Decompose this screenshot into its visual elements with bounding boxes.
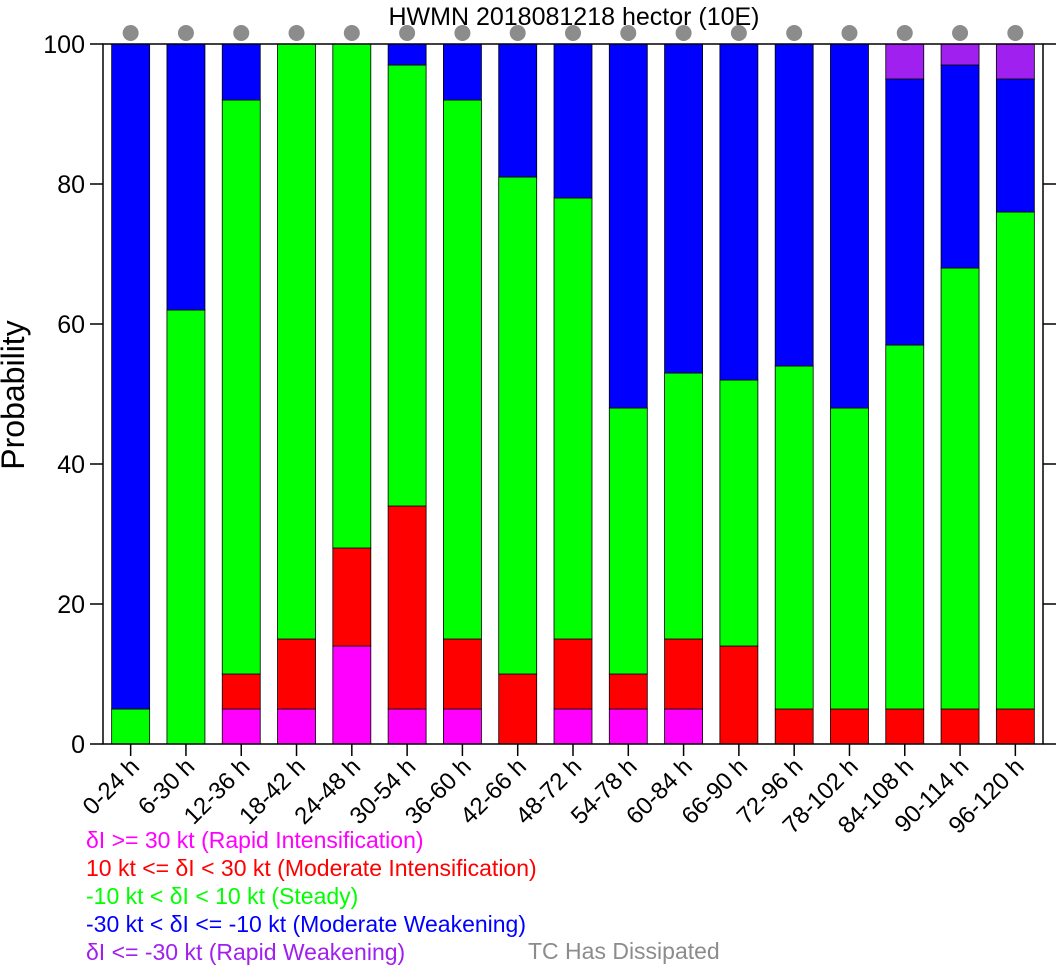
- bar-rapid-intensification-30-54-h: [387, 708, 427, 745]
- dissipated-label: TC Has Dissipated: [528, 938, 720, 964]
- bar-moderate-intensification-30-54-h: [387, 505, 427, 710]
- status-marker-0-24-h: [122, 25, 139, 41]
- legend-entry-rapid-intensification: δI >= 30 kt (Rapid Intensification): [86, 827, 424, 853]
- bar-moderate-intensification-12-36-h: [221, 673, 261, 710]
- bar-moderate-intensification-60-84-h: [664, 638, 703, 710]
- bar-moderate-intensification-54-78-h: [608, 673, 648, 710]
- status-marker-72-96-h: [786, 25, 803, 41]
- bar-steady-84-108-h: [885, 344, 925, 710]
- status-marker-36-60-h: [454, 25, 471, 41]
- bar-moderate-weakening-12-36-h: [221, 43, 261, 101]
- bar-moderate-weakening-72-96-h: [774, 43, 814, 367]
- status-marker-84-108-h: [896, 25, 913, 41]
- bar-steady-42-66-h: [498, 176, 538, 675]
- bar-rapid-intensification-12-36-h: [221, 708, 261, 745]
- bar-moderate-intensification-24-48-h: [332, 547, 372, 647]
- bar-rapid-intensification-18-42-h: [277, 708, 316, 745]
- bar-steady-54-78-h: [608, 407, 648, 675]
- bar-steady-90-114-h: [940, 267, 980, 710]
- bar-rapid-intensification-24-48-h: [332, 645, 372, 745]
- bar-steady-60-84-h: [664, 372, 703, 640]
- status-marker-12-36-h: [233, 25, 250, 41]
- y-axis-label: Probability: [0, 320, 31, 469]
- bar-moderate-intensification-66-90-h: [719, 645, 759, 745]
- status-marker-60-84-h: [675, 25, 692, 41]
- status-marker-96-120-h: [1007, 25, 1024, 41]
- bar-steady-36-60-h: [443, 99, 482, 640]
- bar-moderate-weakening-60-84-h: [664, 43, 703, 374]
- bar-steady-96-120-h: [995, 211, 1035, 710]
- bar-steady-6-30-h: [166, 309, 206, 745]
- bar-moderate-weakening-36-60-h: [443, 43, 482, 101]
- bar-steady-18-42-h: [277, 43, 316, 640]
- bar-moderate-weakening-96-120-h: [995, 78, 1035, 213]
- bar-moderate-weakening-84-108-h: [885, 78, 925, 346]
- legend-entry-moderate-weakening: -30 kt < δI <= -10 kt (Moderate Weakenin…: [86, 911, 527, 937]
- bar-moderate-intensification-96-120-h: [995, 708, 1035, 745]
- bar-steady-24-48-h: [332, 43, 372, 549]
- bar-moderate-intensification-36-60-h: [443, 638, 482, 710]
- status-marker-66-90-h: [730, 25, 747, 41]
- bar-moderate-weakening-78-102-h: [830, 43, 869, 409]
- legend: δI >= 30 kt (Rapid Intensification) 10 k…: [86, 826, 537, 966]
- legend-entry-steady: -10 kt < δI < 10 kt (Steady): [86, 883, 359, 909]
- bar-moderate-weakening-30-54-h: [387, 43, 427, 66]
- status-marker-18-42-h: [288, 25, 305, 41]
- y-tick-label: 0: [71, 731, 85, 759]
- bar-rapid-intensification-36-60-h: [443, 708, 482, 745]
- bar-rapid-weakening-96-120-h: [995, 43, 1035, 80]
- bar-moderate-weakening-42-66-h: [498, 43, 538, 178]
- y-tick-label: 100: [43, 31, 85, 59]
- bar-rapid-weakening-90-114-h: [940, 43, 980, 66]
- status-marker-78-102-h: [841, 25, 858, 41]
- bar-moderate-intensification-90-114-h: [940, 708, 980, 745]
- bar-moderate-intensification-18-42-h: [277, 638, 316, 710]
- x-tick-label-0-24-h: 0-24 h: [78, 753, 145, 820]
- bar-moderate-intensification-78-102-h: [830, 708, 869, 745]
- status-marker-90-114-h: [952, 25, 969, 41]
- bar-steady-48-72-h: [553, 197, 593, 640]
- bar-moderate-intensification-42-66-h: [498, 673, 538, 745]
- bar-moderate-intensification-84-108-h: [885, 708, 925, 745]
- status-marker-42-66-h: [509, 25, 526, 41]
- bar-rapid-intensification-48-72-h: [553, 708, 593, 745]
- status-marker-48-72-h: [565, 25, 581, 41]
- y-tick-label: 20: [57, 591, 85, 619]
- bar-steady-30-54-h: [387, 64, 427, 507]
- bar-moderate-weakening-90-114-h: [940, 64, 980, 269]
- y-tick-label: 80: [57, 171, 85, 199]
- bar-moderate-weakening-66-90-h: [719, 43, 759, 381]
- bar-rapid-intensification-54-78-h: [608, 708, 648, 745]
- bar-steady-12-36-h: [221, 99, 261, 675]
- y-tick-label: 60: [57, 311, 85, 339]
- bar-steady-66-90-h: [719, 379, 759, 647]
- legend-entry-rapid-weakening: δI <= -30 kt (Rapid Weakening): [86, 939, 406, 965]
- status-marker-30-54-h: [399, 25, 416, 41]
- legend-entry-moderate-intensification: 10 kt <= δI < 30 kt (Moderate Intensific…: [86, 855, 537, 881]
- bar-steady-72-96-h: [774, 365, 814, 710]
- bar-moderate-weakening-0-24-h: [111, 43, 151, 710]
- bar-steady-0-24-h: [111, 708, 151, 745]
- status-marker-24-48-h: [343, 25, 360, 41]
- status-marker-6-30-h: [177, 25, 194, 41]
- bar-moderate-weakening-48-72-h: [553, 43, 593, 199]
- plot-frame: [102, 43, 1044, 745]
- bar-moderate-weakening-6-30-h: [166, 43, 206, 311]
- bar-rapid-intensification-60-84-h: [664, 708, 703, 745]
- status-marker-54-78-h: [620, 25, 637, 41]
- bar-rapid-weakening-84-108-h: [885, 43, 925, 80]
- bar-moderate-weakening-54-78-h: [608, 43, 648, 409]
- bar-steady-78-102-h: [830, 407, 869, 710]
- bar-moderate-intensification-48-72-h: [553, 638, 593, 710]
- y-tick-label: 40: [57, 451, 85, 479]
- bar-moderate-intensification-72-96-h: [774, 708, 814, 745]
